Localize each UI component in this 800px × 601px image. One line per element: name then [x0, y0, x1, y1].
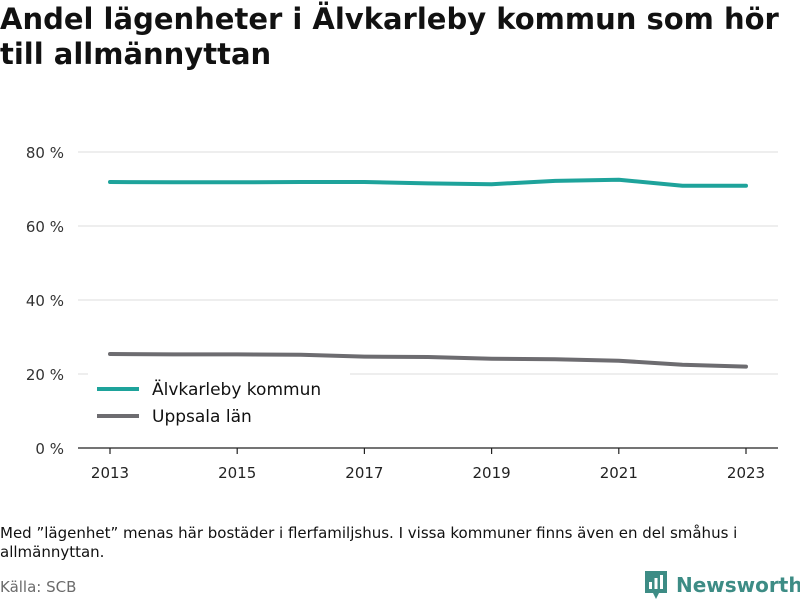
y-tick-label: 60 % — [26, 218, 64, 236]
chart-title-line-1: Andel lägenheter i Älvkarleby kommun som… — [0, 2, 779, 36]
x-tick-label: 2019 — [473, 464, 511, 482]
y-tick-label: 20 % — [26, 366, 64, 384]
series-line-uppsala-lan — [108, 352, 748, 369]
y-tick-label: 0 % — [35, 440, 64, 458]
legend-background — [88, 372, 350, 434]
x-tick-label: 2017 — [345, 464, 383, 482]
series-lines — [108, 177, 748, 369]
x-tick-label: 2023 — [727, 464, 765, 482]
x-tick-label: 2015 — [218, 464, 256, 482]
chart-title: Andel lägenheter i Älvkarleby kommun som… — [0, 2, 800, 72]
legend-label: Uppsala län — [152, 407, 252, 427]
newsworthy-logo-icon — [645, 571, 667, 599]
y-tick-label: 40 % — [26, 292, 64, 310]
legend-label: Älvkarleby kommun — [152, 379, 321, 400]
source-label: Källa: SCB — [0, 578, 77, 596]
legend: Älvkarleby kommun Uppsala län — [88, 372, 350, 434]
chart-note: Med ”lägenhet” menas här bostäder i fler… — [0, 524, 738, 561]
y-axis-ticks: 0 % 20 % 40 % 60 % 80 % — [26, 144, 64, 458]
chart-title-line-2: till allmännyttan — [0, 37, 272, 71]
x-axis: 2013 2015 2017 2019 2021 2023 — [78, 447, 778, 482]
x-tick-label: 2013 — [91, 464, 129, 482]
line-chart: 0 % 20 % 40 % 60 % 80 % 2013 2015 2017 2019 2021… — [26, 144, 778, 482]
brand-name: Newsworthy — [676, 573, 800, 597]
brand-logo: Newsworthy — [644, 569, 800, 601]
y-tick-label: 80 % — [26, 144, 64, 162]
series-line-alvkarleby — [108, 177, 748, 188]
x-tick-label: 2021 — [600, 464, 638, 482]
